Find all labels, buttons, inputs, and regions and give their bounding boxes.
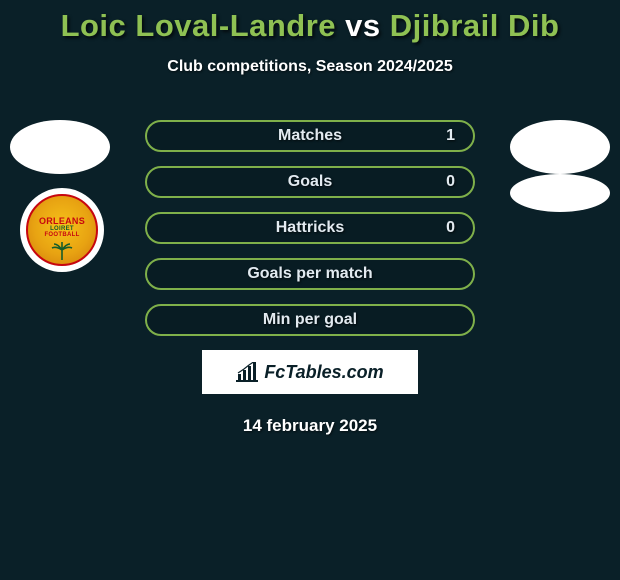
comparison-title: Loic Loval-Landre vs Djibrail Dib: [0, 0, 620, 44]
stat-value: 1: [446, 127, 455, 145]
club-palm-icon: [48, 242, 76, 260]
stat-value: 0: [446, 173, 455, 191]
brand-name: FcTables.com: [264, 362, 383, 383]
stat-label: Min per goal: [263, 311, 357, 329]
player1-name: Loic Loval-Landre: [61, 8, 336, 43]
stat-row-min-per-goal: Min per goal: [145, 304, 475, 336]
player2-name: Djibrail Dib: [390, 8, 560, 43]
stat-label: Hattricks: [276, 219, 344, 237]
stat-row-goals: Goals 0: [145, 166, 475, 198]
stat-row-matches: Matches 1: [145, 120, 475, 152]
stat-label: Matches: [278, 127, 342, 145]
stat-label: Goals per match: [247, 265, 372, 283]
stat-value: 0: [446, 219, 455, 237]
player2-club-avatar: [510, 174, 610, 212]
vs-separator: vs: [345, 8, 380, 43]
date-label: 14 february 2025: [0, 416, 620, 436]
subtitle: Club competitions, Season 2024/2025: [0, 58, 620, 76]
player1-club-badge: ORLEANS LOIRET FOOTBALL: [20, 188, 104, 272]
player2-avatar: [510, 120, 610, 174]
club-badge-inner: ORLEANS LOIRET FOOTBALL: [26, 194, 98, 266]
brand-logo-box: FcTables.com: [202, 350, 418, 394]
player1-avatar: [10, 120, 110, 174]
stat-row-hattricks: Hattricks 0: [145, 212, 475, 244]
bar-chart-icon: [236, 362, 258, 382]
club-badge-line1: ORLEANS: [39, 216, 85, 226]
stat-row-goals-per-match: Goals per match: [145, 258, 475, 290]
stat-label: Goals: [288, 173, 332, 191]
stats-area: ORLEANS LOIRET FOOTBALL Matches 1 Goals …: [0, 120, 620, 336]
club-badge-line3: FOOTBALL: [44, 232, 79, 238]
